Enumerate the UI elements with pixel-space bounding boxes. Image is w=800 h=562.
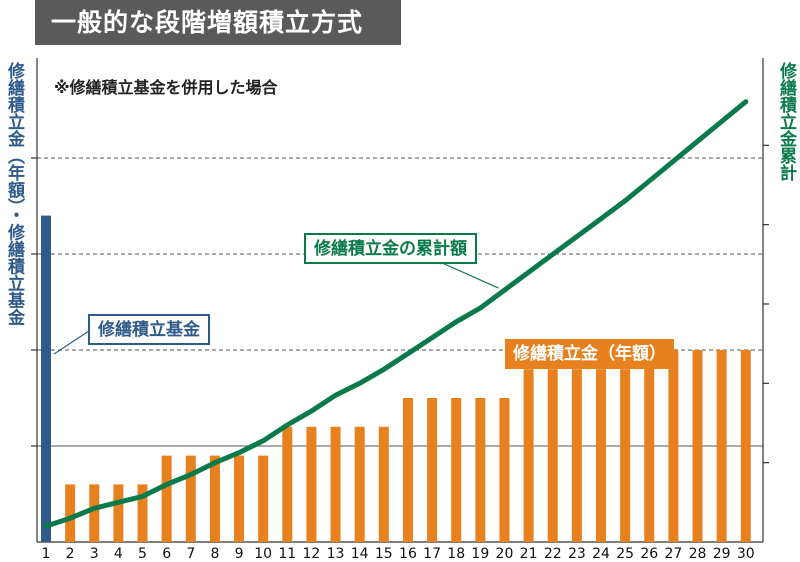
x-tick-label: 14 [351, 546, 369, 562]
x-tick-label: 27 [664, 546, 682, 562]
annual-bar [65, 484, 76, 542]
annual-bar [378, 426, 389, 542]
annual-bar [716, 350, 727, 542]
annual-bar [330, 426, 341, 542]
x-tick-label: 1 [42, 546, 51, 562]
x-tick-label: 26 [640, 546, 658, 562]
x-tick-label: 2 [66, 546, 75, 562]
bar-layer [41, 215, 751, 542]
annual-bar [258, 455, 269, 542]
x-tick-label: 17 [423, 546, 441, 562]
annual-bar [620, 369, 631, 542]
annual-bar [234, 455, 245, 542]
x-tick-label: 18 [447, 546, 465, 562]
cumulative-line [43, 99, 749, 529]
annual-callout: 修繕積立金（年額） [505, 339, 674, 369]
fund-leader [53, 328, 93, 355]
chart-subtitle: ※修繕積立基金を併用した場合 [54, 78, 278, 97]
x-tick-label: 16 [399, 546, 417, 562]
x-tick-label: 29 [713, 546, 731, 562]
annual-bar [185, 455, 196, 542]
annual-bar [571, 369, 582, 542]
x-tick-label: 25 [616, 546, 634, 562]
annual-bar [499, 398, 510, 542]
chart-title: 一般的な段階増額積立方式 [35, 0, 401, 45]
x-tick-label: 20 [496, 546, 514, 562]
leader-layer [53, 261, 602, 370]
line-layer [43, 99, 749, 529]
x-tick-label: 22 [544, 546, 562, 562]
annual-bar [523, 369, 534, 542]
x-tick-label: 6 [162, 546, 171, 562]
left-axis-label: 修繕積立金（年額）・修繕積立基金 [4, 62, 24, 326]
cumulative-callout: 修繕積立金の累計額 [304, 233, 477, 264]
x-tick-label: 23 [568, 546, 586, 562]
annual-bar [209, 455, 220, 542]
annual-bar [113, 484, 124, 542]
x-tick-label: 11 [278, 546, 296, 562]
axis-layer [31, 58, 769, 543]
x-tick-label: 30 [737, 546, 755, 562]
x-tick-label: 15 [375, 546, 393, 562]
annual-bar [282, 426, 293, 542]
annual-bar [89, 484, 100, 542]
x-tick-label: 9 [235, 546, 244, 562]
tick-label-layer: 1 2 3 4 5 6 7 8 9 10 11 12 13 14 15 16 17 18 19 20 21 22 23 24 2… [42, 546, 755, 562]
annual-bar [740, 350, 751, 542]
annual-bar [668, 350, 679, 542]
x-tick-label: 21 [520, 546, 538, 562]
fund-callout: 修繕積立基金 [88, 314, 210, 345]
x-tick-label: 3 [90, 546, 99, 562]
annual-bar [161, 455, 172, 542]
annual-bar [692, 350, 703, 542]
annual-bar [475, 398, 486, 542]
x-tick-label: 28 [689, 546, 707, 562]
annual-bar [547, 369, 558, 542]
x-tick-label: 19 [471, 546, 489, 562]
annual-bar [402, 398, 413, 542]
annual-bar [451, 398, 462, 542]
annual-bar [137, 484, 148, 542]
cumulative-leader [439, 261, 499, 289]
annual-bar [427, 398, 438, 542]
x-tick-label: 8 [210, 546, 219, 562]
x-tick-label: 10 [254, 546, 272, 562]
right-axis-label: 修繕積立金累計 [776, 62, 796, 181]
x-tick-label: 5 [138, 546, 147, 562]
x-tick-label: 24 [592, 546, 610, 562]
x-tick-label: 7 [186, 546, 195, 562]
fund-bar [41, 215, 51, 542]
annual-bar [354, 426, 365, 542]
annual-bar [644, 350, 655, 542]
x-tick-label: 4 [114, 546, 123, 562]
annual-bar [306, 426, 317, 542]
x-tick-label: 12 [303, 546, 321, 562]
x-tick-label: 13 [327, 546, 345, 562]
annual-bar [595, 369, 606, 542]
